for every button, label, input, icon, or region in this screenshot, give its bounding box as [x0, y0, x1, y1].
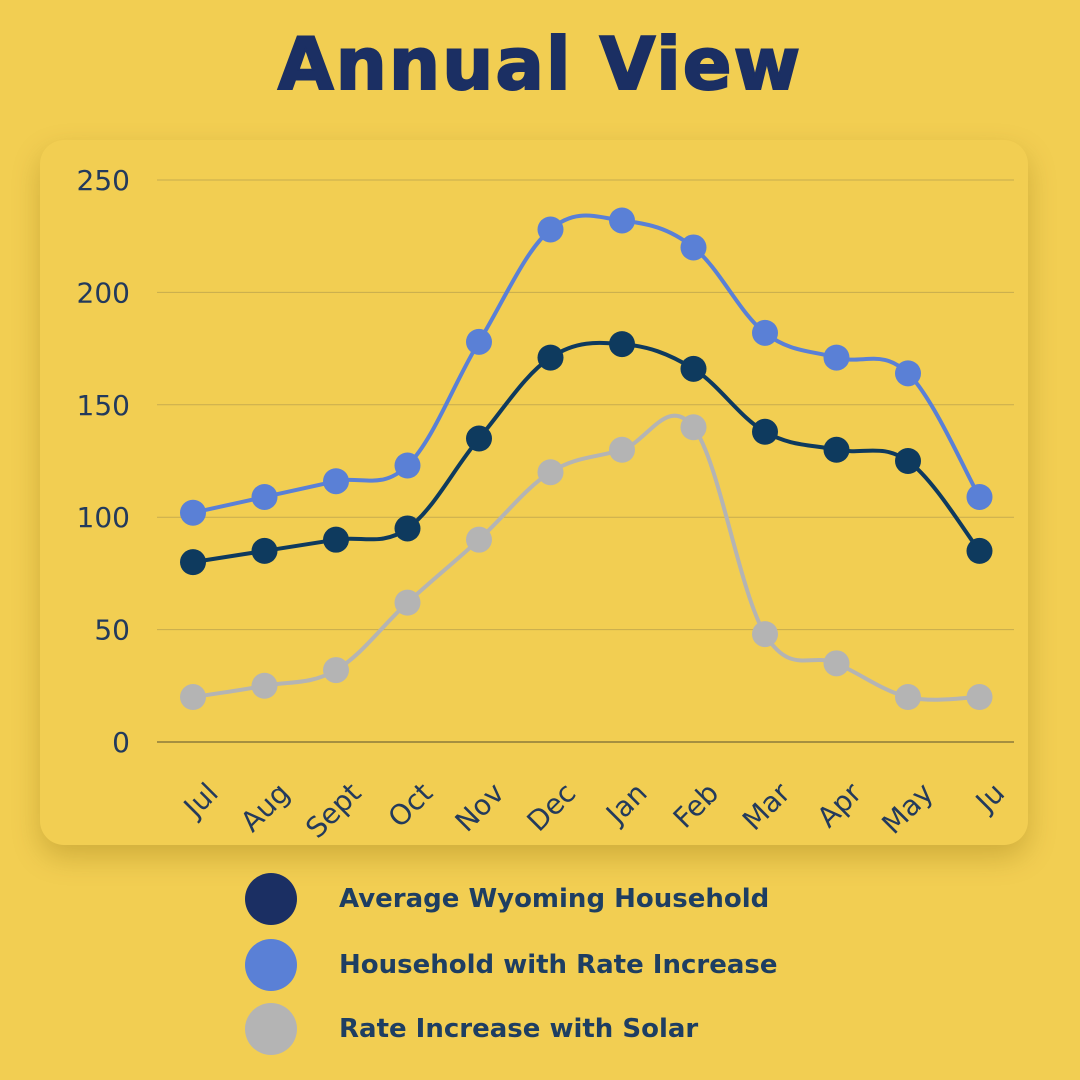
data-point	[394, 452, 421, 479]
data-point	[966, 684, 993, 711]
legend-swatch	[245, 939, 297, 991]
data-point	[752, 621, 778, 648]
data-point	[466, 328, 492, 355]
x-tick-label: Apr	[811, 776, 869, 834]
x-tick-label: Dec	[521, 776, 583, 838]
data-point	[823, 650, 850, 677]
legend-item: Household with Rate Increase	[245, 938, 945, 992]
data-point	[251, 672, 278, 699]
data-point	[680, 355, 707, 382]
data-point	[966, 483, 993, 510]
data-point	[180, 684, 206, 711]
y-tick-label: 50	[94, 614, 130, 647]
data-point	[680, 234, 707, 261]
data-point	[537, 344, 564, 371]
data-point	[966, 537, 993, 564]
y-tick-label: 100	[77, 501, 130, 534]
data-point	[823, 344, 850, 371]
x-tick-label: Aug	[234, 776, 296, 838]
data-point	[180, 499, 206, 526]
legend-swatch	[245, 1003, 297, 1055]
data-point	[251, 483, 278, 510]
data-point	[323, 657, 349, 684]
data-point	[394, 515, 421, 542]
series-line	[191, 213, 982, 515]
data-point	[752, 319, 778, 346]
data-point	[609, 331, 635, 358]
x-tick-label: Oct	[382, 776, 440, 834]
data-point	[251, 537, 278, 564]
x-tick-label: Feb	[667, 776, 725, 834]
data-point	[180, 549, 206, 576]
x-tick-label: Sept	[299, 776, 367, 844]
data-point	[609, 207, 635, 234]
legend-label: Household with Rate Increase	[339, 950, 778, 980]
x-tick-label: Jan	[598, 776, 653, 831]
legend-swatch	[245, 873, 297, 925]
x-tick-label: Ju	[968, 776, 1011, 819]
x-tick-label: Nov	[449, 776, 511, 838]
data-point	[466, 425, 492, 452]
y-tick-label: 250	[77, 164, 130, 197]
data-point	[895, 684, 921, 711]
data-point	[895, 448, 921, 474]
chart-card	[40, 140, 1028, 845]
series-line	[191, 413, 982, 702]
data-point	[752, 418, 778, 445]
data-point	[680, 414, 707, 441]
legend-label: Average Wyoming Household	[339, 884, 770, 914]
data-point	[394, 589, 421, 616]
data-point	[823, 436, 850, 463]
chart-title: Annual View	[277, 21, 803, 107]
data-point	[537, 459, 564, 486]
line-chart: 0 50 100 150 200 250 Jul Aug Sept Oct Nov Dec Jan Fe…	[77, 164, 1014, 845]
data-point	[466, 526, 492, 553]
y-tick-label: 200	[77, 276, 130, 309]
data-point	[537, 216, 564, 243]
data-point	[609, 436, 635, 463]
legend-item: Average Wyoming Household	[245, 872, 945, 926]
data-point	[323, 468, 349, 495]
x-tick-label: May	[875, 776, 939, 840]
series-line	[191, 340, 982, 565]
legend-item: Rate Increase with Solar	[245, 1002, 945, 1056]
data-point	[895, 360, 921, 387]
data-point	[323, 526, 349, 553]
y-tick-label: 150	[77, 389, 130, 422]
x-tick-label: Mar	[736, 776, 797, 837]
x-tick-label: Jul	[176, 776, 225, 825]
legend-label: Rate Increase with Solar	[339, 1014, 699, 1044]
y-tick-label: 0	[112, 726, 130, 759]
